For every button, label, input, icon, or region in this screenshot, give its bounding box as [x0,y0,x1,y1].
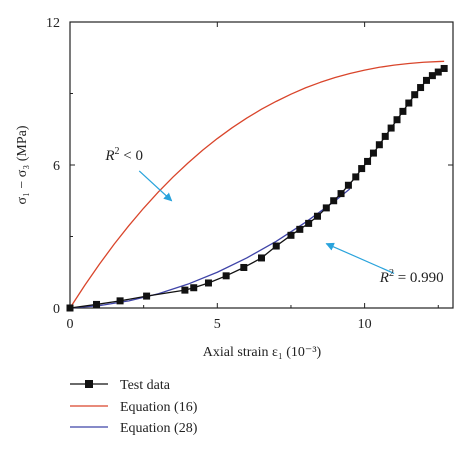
legend-item-equation-28: Equation (28) [70,421,198,436]
data-point-test-data [330,197,338,205]
data-point-test-data [422,76,430,84]
data-point-test-data [204,279,212,287]
series-layer [66,60,448,312]
data-point-test-data [143,292,151,300]
annotation-text-main: R [379,270,389,286]
data-point-test-data [387,124,395,132]
data-point-test-data [344,181,352,189]
data-point-test-data [322,204,330,212]
x-tick-label: 5 [214,317,221,332]
annotation-layer: R2 < 0R2 = 0.990 [104,146,443,286]
annotation-text-sup: 2 [389,268,394,279]
data-point-test-data [352,173,360,181]
data-point-test-data [116,297,124,305]
data-point-test-data [358,165,366,173]
x-axis-ticks: 0 5 10 [67,22,439,332]
annotation-text-rest: = 0.990 [394,270,444,286]
data-point-test-data [287,231,295,239]
legend-marker-test-data [85,380,93,388]
x-axis-label: Axial strain ε₁ (10⁻³) [203,345,322,360]
data-point-test-data [411,91,419,99]
data-point-test-data [272,242,280,250]
data-point-test-data [399,107,407,115]
data-point-test-data [222,272,230,280]
annotation-text-rest: < 0 [120,148,143,164]
data-point-test-data [313,212,321,220]
data-point-test-data [93,300,101,308]
legend-label-equation-16: Equation (16) [120,400,198,415]
data-point-test-data [417,84,425,92]
data-point-test-data [375,141,383,149]
data-point-test-data [258,254,265,262]
data-point-test-data [369,149,377,157]
data-point-test-data [381,132,389,140]
data-point-test-data [66,304,74,312]
y-tick-label: 12 [46,16,60,31]
x-tick-label: 10 [358,317,372,332]
data-point-test-data [190,284,198,292]
y-axis-label: σ₁ − σ₃ (MPa) [15,125,30,204]
data-point-test-data [393,116,401,124]
legend-item-equation-16: Equation (16) [70,400,198,415]
data-point-test-data [440,64,448,72]
data-point-test-data [405,99,413,107]
data-point-test-data [296,225,304,233]
annotation-text-main: R [104,148,114,164]
data-point-test-data [240,263,248,271]
annotation-label-eq28: R2 = 0.990 [379,268,444,286]
legend-label-equation-28: Equation (28) [120,421,198,436]
data-point-test-data [364,157,372,165]
series-line-equation-28 [69,188,351,309]
annotation-arrow-eq28 [325,242,395,274]
annotation-arrow-eq16 [138,170,173,202]
data-point-test-data [337,190,345,198]
y-tick-label: 6 [53,159,60,174]
series-line-equation-16 [69,60,445,309]
data-point-test-data [428,72,436,80]
data-point-test-data [181,286,189,294]
y-tick-label: 0 [53,302,60,317]
data-point-test-data [434,68,442,76]
x-tick-label: 0 [67,317,74,332]
legend-label-test-data: Test data [120,378,171,393]
annotation-label-eq16: R2 < 0 [104,146,143,164]
annotation-text-sup: 2 [115,146,120,157]
legend: Test data Equation (16) Equation (28) [70,378,198,436]
data-point-test-data [305,219,313,227]
legend-item-test-data: Test data [70,378,171,393]
